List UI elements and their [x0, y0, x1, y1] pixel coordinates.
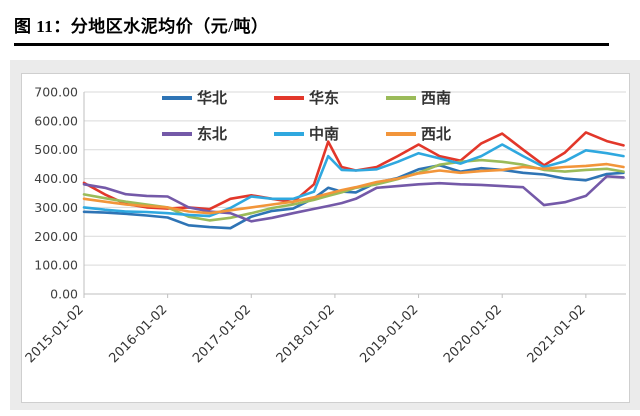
x-axis-tick-label: 2020-01-02	[441, 302, 505, 366]
legend-label: 东北	[197, 125, 227, 143]
y-axis-tick-label: 100.00	[34, 258, 78, 273]
y-axis-tick-label: 700.00	[34, 85, 78, 100]
cement-price-line-chart: 0.00 100.00 200.00 300.00 400.00 500.00 600.00…	[23, 85, 626, 366]
x-axis-tick-label: 2019-01-02	[357, 302, 421, 366]
legend-label: 华东	[309, 89, 339, 107]
x-axis-tick-label: 2018-01-02	[274, 302, 338, 366]
chart-panel: 0.00 100.00 200.00 300.00 400.00 500.00 600.00…	[21, 73, 630, 403]
legend-label: 西北	[421, 125, 451, 143]
series-line-东北	[82, 175, 625, 223]
x-axis-tick-label: 2017-01-02	[190, 302, 254, 366]
series-line-西北	[82, 162, 625, 215]
series-line-中南	[82, 143, 625, 218]
y-axis-tick-label: 200.00	[34, 229, 78, 244]
x-axis-tick-label: 2021-01-02	[525, 302, 589, 366]
series-line-华东	[82, 131, 625, 211]
title-divider	[14, 43, 609, 46]
chart-region: 0.00 100.00 200.00 300.00 400.00 500.00 600.00…	[10, 60, 640, 410]
series-line-华北	[82, 164, 625, 230]
y-axis-tick-label: 500.00	[34, 142, 78, 157]
y-axis-tick-label: 600.00	[34, 113, 78, 128]
legend-label: 中南	[309, 125, 339, 143]
y-axis-tick-label: 0.00	[50, 287, 78, 302]
x-axis-tick-label: 2016-01-02	[106, 302, 170, 366]
y-axis-tick-label: 400.00	[34, 171, 78, 186]
figure-title: 图 11：分地区水泥均价（元/吨）	[14, 17, 269, 36]
x-axis-tick-label: 2015-01-02	[23, 302, 87, 366]
y-axis-tick-label: 300.00	[34, 200, 78, 215]
legend-label: 西南	[421, 89, 451, 107]
legend-label: 华北	[197, 89, 227, 107]
